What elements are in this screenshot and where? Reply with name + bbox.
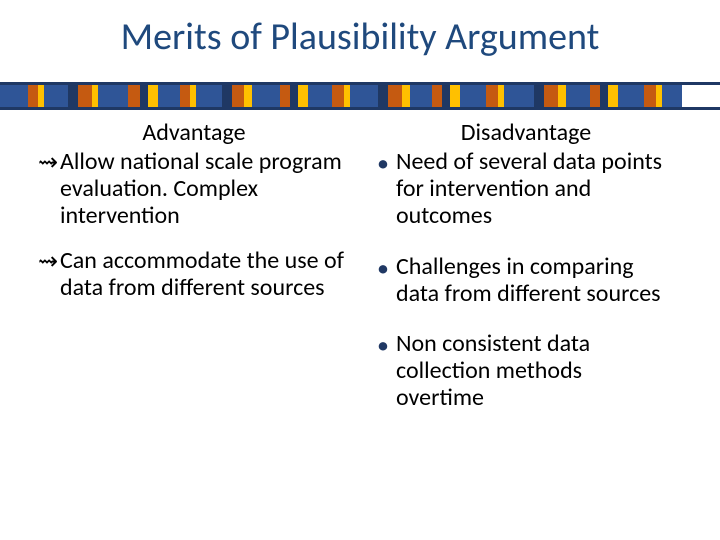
disadvantage-header: Disadvantage (370, 118, 682, 147)
disadvantage-list: •Need of several data points for interve… (370, 149, 682, 412)
bar-segment (0, 85, 28, 107)
list-item: •Need of several data points for interve… (370, 149, 682, 230)
list-item-text: Need of several data points for interven… (396, 149, 682, 230)
bar-segment (644, 85, 656, 107)
list-item: •Challenges in comparing data from diffe… (370, 254, 682, 308)
bar-segment (28, 85, 38, 107)
bullet-icon: • (370, 149, 396, 176)
bar-segment (486, 85, 498, 107)
bar-segment (232, 85, 244, 107)
bullet-icon: • (370, 331, 396, 358)
bar-segment (332, 85, 344, 107)
advantage-header: Advantage (38, 118, 350, 147)
bar-segment (504, 85, 534, 107)
bullet-icon: • (370, 254, 396, 281)
bar-segment (98, 85, 128, 107)
bar-segment (140, 85, 148, 107)
list-item-text: Can accommodate the use of data from dif… (60, 248, 350, 302)
bar-segment (222, 85, 232, 107)
columns-container: Advantage ⇝Allow national scale program … (0, 118, 720, 436)
bar-segment (608, 85, 618, 107)
slide-title-text: Merits of Plausibility Argument (121, 14, 600, 60)
advantage-column: Advantage ⇝Allow national scale program … (28, 118, 360, 436)
bar-segment (308, 85, 332, 107)
bar-segment (618, 85, 644, 107)
bar-segment (432, 85, 442, 107)
bar-segment (558, 85, 566, 107)
bar-segment (280, 85, 290, 107)
bar-stripe-bottom (0, 107, 720, 110)
bar-segment (590, 85, 600, 107)
advantage-list: ⇝Allow national scale program evaluation… (38, 149, 350, 301)
bar-segment (410, 85, 432, 107)
curved-arrow-icon: ⇝ (38, 149, 60, 175)
bar-segment (298, 85, 308, 107)
bar-segment (402, 85, 410, 107)
bar-segment (460, 85, 486, 107)
bar-segment (244, 85, 252, 107)
bar-segment (566, 85, 590, 107)
bar-segment (378, 85, 388, 107)
bar-segment (78, 85, 92, 107)
slide-title: Merits of Plausibility Argument (0, 0, 720, 60)
list-item-text: Allow national scale program evaluation.… (60, 149, 350, 230)
bar-segment (388, 85, 402, 107)
bar-segment (68, 85, 78, 107)
bar-segment (180, 85, 190, 107)
bar-segment (252, 85, 280, 107)
bar-segment (128, 85, 140, 107)
bar-stripe-middle (0, 85, 720, 107)
decorative-bar (0, 82, 720, 110)
bar-segment (450, 85, 460, 107)
list-item-text: Non consistent data collection methods o… (396, 331, 682, 412)
bar-segment (442, 85, 450, 107)
list-item: ⇝Allow national scale program evaluation… (38, 149, 350, 230)
list-item-text: Challenges in comparing data from differ… (396, 254, 682, 308)
bar-segment (148, 85, 158, 107)
bar-segment (662, 85, 682, 107)
bar-segment (44, 85, 68, 107)
bar-segment (290, 85, 298, 107)
bar-segment (534, 85, 544, 107)
bar-segment (350, 85, 378, 107)
disadvantage-column: Disadvantage •Need of several data point… (360, 118, 692, 436)
bar-segment (600, 85, 608, 107)
bar-segment (196, 85, 222, 107)
curved-arrow-icon: ⇝ (38, 248, 60, 274)
list-item: •Non consistent data collection methods … (370, 331, 682, 412)
bar-segment (544, 85, 558, 107)
list-item: ⇝Can accommodate the use of data from di… (38, 248, 350, 302)
bar-segment (158, 85, 180, 107)
